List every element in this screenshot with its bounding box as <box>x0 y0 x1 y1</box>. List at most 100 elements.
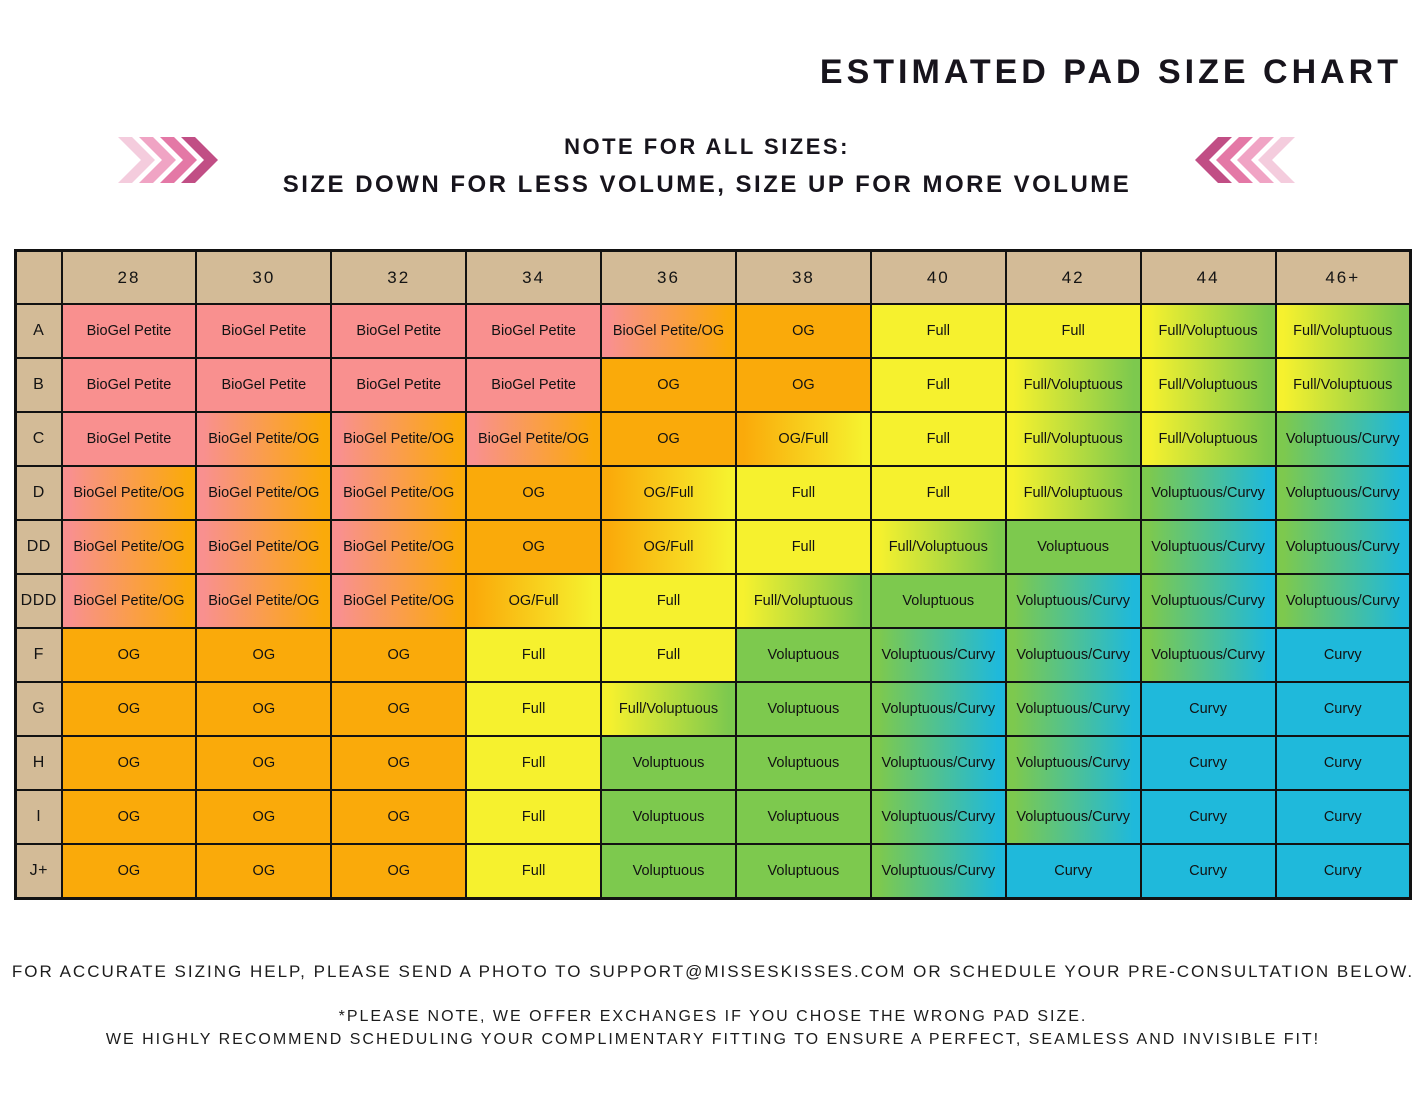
size-cell: BioGel Petite/OG <box>330 411 468 468</box>
note-text: NOTE FOR ALL SIZES: SIZE DOWN FOR LESS V… <box>219 134 1195 199</box>
right-chevrons-icon <box>118 134 219 189</box>
size-cell: Voluptuous/Curvy <box>869 735 1007 792</box>
column-header-32: 32 <box>330 249 468 306</box>
size-cell: Voluptuous <box>600 789 737 846</box>
column-header-34: 34 <box>465 249 603 306</box>
size-cell: Full/Voluptuous <box>1139 411 1277 468</box>
size-cell: OG <box>465 465 603 522</box>
size-cell: Full <box>600 573 737 630</box>
size-cell: Curvy <box>1274 681 1412 738</box>
table-row-C: C BioGel Petite BioGel Petite/OG BioGel Pet… <box>14 411 1412 468</box>
size-cell: BioGel Petite <box>60 357 198 414</box>
size-cell: Voluptuous/Curvy <box>1274 411 1412 468</box>
size-cell: OG <box>60 843 198 900</box>
column-header-46plus: 46+ <box>1274 249 1412 306</box>
row-label: B <box>14 357 63 414</box>
table-row-F: F OG OG OG Full Full Voluptuous Voluptuous/Curv… <box>14 627 1412 684</box>
size-cell: Curvy <box>1274 735 1412 792</box>
size-cell: OG <box>734 357 872 414</box>
size-cell: Full/Voluptuous <box>1274 303 1412 360</box>
size-cell: BioGel Petite/OG <box>195 573 333 630</box>
header-row: 28 30 32 34 36 38 40 42 44 46+ <box>14 249 1412 306</box>
size-cell: OG <box>195 627 333 684</box>
size-cell: BioGel Petite <box>465 357 603 414</box>
size-cell: Voluptuous/Curvy <box>1004 681 1142 738</box>
size-cell: OG/Full <box>465 573 603 630</box>
size-cell: BioGel Petite/OG <box>60 573 198 630</box>
size-cell: OG <box>195 789 333 846</box>
size-cell: Voluptuous <box>734 681 872 738</box>
footer-sizing-help: FOR ACCURATE SIZING HELP, PLEASE SEND A … <box>11 961 1415 981</box>
size-cell: BioGel Petite/OG <box>195 519 333 576</box>
row-label: H <box>14 735 63 792</box>
size-cell: BioGel Petite <box>195 303 333 360</box>
size-cell: Voluptuous <box>600 843 737 900</box>
size-cell: OG <box>330 843 468 900</box>
size-cell: OG <box>600 357 737 414</box>
column-header-36: 36 <box>600 249 737 306</box>
size-cell: Voluptuous/Curvy <box>1274 519 1412 576</box>
size-cell: OG <box>600 411 737 468</box>
size-cell: Curvy <box>1139 843 1277 900</box>
size-cell: Full <box>869 357 1007 414</box>
size-cell: Full <box>1004 303 1142 360</box>
size-cell: Full/Voluptuous <box>1139 303 1277 360</box>
size-cell: Voluptuous/Curvy <box>1004 735 1142 792</box>
size-cell: BioGel Petite/OG <box>330 573 468 630</box>
row-label: A <box>14 303 63 360</box>
note-banner: NOTE FOR ALL SIZES: SIZE DOWN FOR LESS V… <box>0 134 1426 199</box>
size-cell: Full/Voluptuous <box>1274 357 1412 414</box>
size-cell: BioGel Petite <box>330 303 468 360</box>
size-cell: BioGel Petite/OG <box>60 519 198 576</box>
size-cell: BioGel Petite <box>60 303 198 360</box>
size-cell: BioGel Petite/OG <box>600 303 737 360</box>
size-cell: Voluptuous/Curvy <box>1004 627 1142 684</box>
pad-size-chart-page: ESTIMATED PAD SIZE CHART NOTE FOR ALL SI… <box>0 23 1426 1049</box>
size-cell: OG <box>60 789 198 846</box>
size-cell: Full/Voluptuous <box>734 573 872 630</box>
size-cell: Voluptuous <box>1004 519 1142 576</box>
size-cell: BioGel Petite <box>330 357 468 414</box>
size-cell: Voluptuous/Curvy <box>1004 573 1142 630</box>
size-cell: OG <box>330 627 468 684</box>
footer-note: *PLEASE NOTE, WE OFFER EXCHANGES IF YOU … <box>0 1008 1426 1049</box>
size-cell: Voluptuous/Curvy <box>1139 627 1277 684</box>
note-line-1: NOTE FOR ALL SIZES: <box>564 133 850 159</box>
size-cell: Voluptuous <box>734 789 872 846</box>
size-cell: OG/Full <box>600 465 737 522</box>
size-cell: Voluptuous/Curvy <box>1274 573 1412 630</box>
table-row-A: A BioGel Petite BioGel Petite BioGel Petite… <box>14 303 1412 360</box>
size-cell: Voluptuous/Curvy <box>1274 465 1412 522</box>
column-header-40: 40 <box>869 249 1007 306</box>
table-row-D: D BioGel Petite/OG BioGel Petite/OG BioGel … <box>14 465 1412 522</box>
size-cell: Voluptuous <box>734 627 872 684</box>
size-cell: Voluptuous <box>600 735 737 792</box>
size-cell: BioGel Petite/OG <box>60 465 198 522</box>
size-cell: BioGel Petite/OG <box>330 465 468 522</box>
table-row-DDD: DDD BioGel Petite/OG BioGel Petite/OG BioGe… <box>14 573 1412 630</box>
column-header-44: 44 <box>1139 249 1277 306</box>
table-row-I: I OG OG OG Full Voluptuous Voluptuous Voluptuou… <box>14 789 1412 846</box>
size-cell: OG <box>330 735 468 792</box>
size-cell: Voluptuous/Curvy <box>1139 519 1277 576</box>
table-row-DD: DD BioGel Petite/OG BioGel Petite/OG BioGel… <box>14 519 1412 576</box>
size-cell: Full <box>465 735 603 792</box>
size-cell: Full <box>734 519 872 576</box>
column-header-30: 30 <box>195 249 333 306</box>
size-cell: Voluptuous/Curvy <box>869 681 1007 738</box>
size-cell: Voluptuous/Curvy <box>869 627 1007 684</box>
size-cell: Voluptuous <box>734 735 872 792</box>
size-cell: Full/Voluptuous <box>1004 357 1142 414</box>
size-cell: OG/Full <box>734 411 872 468</box>
size-cell: Curvy <box>1004 843 1142 900</box>
table-row-G: G OG OG OG Full Full/Voluptuous Voluptuous Volu… <box>14 681 1412 738</box>
table-row-H: H OG OG OG Full Voluptuous Voluptuous Voluptuou… <box>14 735 1412 792</box>
column-header-38: 38 <box>734 249 872 306</box>
row-label: DDD <box>14 573 63 630</box>
row-label: F <box>14 627 63 684</box>
size-cell: Curvy <box>1274 627 1412 684</box>
column-header-42: 42 <box>1004 249 1142 306</box>
size-cell: Voluptuous/Curvy <box>1139 465 1277 522</box>
size-cell: BioGel Petite/OG <box>330 519 468 576</box>
footer-note-line-2: WE HIGHLY RECOMMEND SCHEDULING YOUR COMP… <box>105 1030 1321 1048</box>
